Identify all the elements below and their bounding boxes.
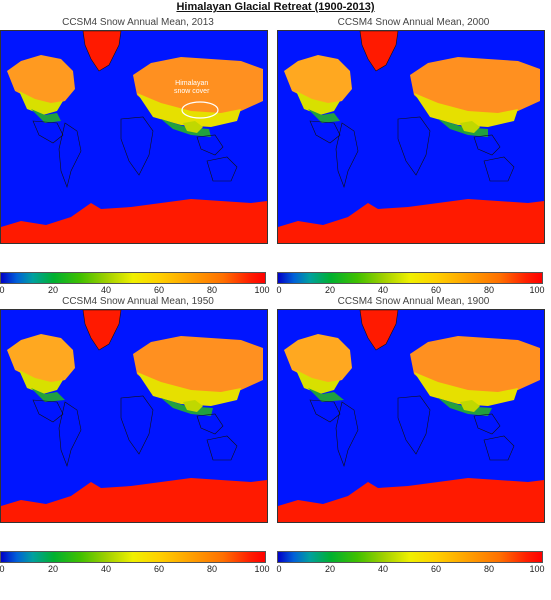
- tick: 0: [276, 564, 282, 574]
- map-2000: [277, 30, 545, 244]
- panel-title-2000: CCSM4 Snow Annual Mean, 2000: [337, 17, 490, 28]
- southeast-asia-outline: [473, 413, 501, 435]
- tick: 20: [324, 285, 336, 295]
- tick: 100: [529, 285, 545, 295]
- eurasia-snow-edge: [414, 93, 518, 127]
- australia-outline: [483, 435, 515, 461]
- himalaya-snow: [183, 400, 203, 412]
- south-america-outline: [335, 122, 359, 189]
- north-america-snow-edge: [19, 370, 63, 394]
- eurasia-snow: [410, 336, 540, 396]
- himalaya-snow: [460, 400, 480, 412]
- south-america-outline: [58, 401, 82, 468]
- tick: 80: [206, 285, 218, 295]
- southeast-asia-outline: [196, 413, 224, 435]
- africa-outline: [397, 116, 431, 176]
- north-america-snow: [7, 334, 75, 384]
- tick: 100: [529, 564, 545, 574]
- tick: 0: [276, 285, 282, 295]
- africa-outline: [397, 395, 431, 455]
- map-1900: [277, 309, 545, 523]
- colorbar-ticks-3: 0 20 40 60 80 100: [0, 564, 270, 576]
- central-america-outline: [32, 120, 64, 144]
- tick: 40: [377, 564, 389, 574]
- antarctica: [278, 478, 544, 522]
- eurasia-snow-edge: [137, 372, 241, 406]
- southeast-asia-outline: [196, 134, 224, 156]
- tick: 40: [100, 285, 112, 295]
- central-america-outline: [32, 399, 64, 423]
- tick: 20: [47, 285, 59, 295]
- himalayan-circle-icon: [181, 101, 219, 119]
- tick: 80: [206, 564, 218, 574]
- south-america-outline: [335, 401, 359, 468]
- australia-outline: [483, 156, 515, 182]
- central-america-outline: [309, 399, 341, 423]
- north-america-snow-edge: [296, 370, 340, 394]
- tick: 100: [254, 285, 270, 295]
- africa-outline: [120, 116, 154, 176]
- tick: 60: [153, 285, 165, 295]
- colorbar-3: [0, 551, 266, 563]
- himalayan-annotation: Himalayan snow cover: [174, 80, 209, 96]
- eurasia-snow-edge: [414, 372, 518, 406]
- panel-title-2013: CCSM4 Snow Annual Mean, 2013: [62, 17, 214, 28]
- antarctica: [1, 478, 267, 522]
- north-america-snow-fringe: [308, 388, 344, 402]
- tick: 40: [377, 285, 389, 295]
- eurasia-snow-edge: [137, 93, 241, 127]
- eurasia-snow: [133, 57, 263, 117]
- greenland: [82, 310, 122, 351]
- north-america-snow-edge: [296, 91, 340, 115]
- greenland: [82, 31, 122, 72]
- colorbar-2: [277, 272, 543, 284]
- main-title: Himalayan Glacial Retreat (1900-2013): [176, 1, 375, 13]
- southeast-asia-outline: [473, 134, 501, 156]
- tick: 60: [153, 564, 165, 574]
- annotation-label: Himalayan snow cover: [174, 80, 210, 95]
- north-america-snow: [284, 55, 352, 105]
- australia-outline: [206, 435, 238, 461]
- north-america-snow-fringe: [31, 109, 61, 123]
- himalaya-snow: [183, 121, 203, 133]
- tick: 60: [430, 285, 442, 295]
- colorbar-ticks-4: 0 20 40 60 80 100: [276, 564, 545, 576]
- north-america-snow: [284, 334, 352, 384]
- panel-title-1950: CCSM4 Snow Annual Mean, 1950: [62, 296, 214, 307]
- colorbar-ticks-1: 0 20 40 60 80 100: [0, 285, 270, 297]
- map-2013: [0, 30, 268, 244]
- panel-title-1900: CCSM4 Snow Annual Mean, 1900: [337, 296, 490, 307]
- eurasia-snow: [410, 57, 540, 117]
- north-america-snow-fringe: [31, 388, 65, 402]
- greenland: [359, 310, 399, 351]
- africa-outline: [120, 395, 154, 455]
- australia-outline: [206, 156, 238, 182]
- colorbar-4: [277, 551, 543, 563]
- north-america-snow-edge: [19, 91, 63, 115]
- tick: 20: [324, 564, 336, 574]
- north-america-snow: [7, 55, 75, 105]
- antarctica: [278, 199, 544, 243]
- greenland: [359, 31, 399, 72]
- tick: 100: [254, 564, 270, 574]
- tick: 0: [0, 285, 5, 295]
- central-america-outline: [309, 120, 341, 144]
- tick: 80: [483, 564, 495, 574]
- map-1950: [0, 309, 268, 523]
- north-america-snow-fringe: [308, 109, 340, 123]
- colorbar-1: [0, 272, 266, 284]
- colorbar-ticks-2: 0 20 40 60 80 100: [276, 285, 545, 297]
- south-america-outline: [58, 122, 82, 189]
- tick: 0: [0, 564, 5, 574]
- tick: 60: [430, 564, 442, 574]
- himalaya-snow: [460, 121, 480, 133]
- tick: 40: [100, 564, 112, 574]
- antarctica: [1, 199, 267, 243]
- tick: 20: [47, 564, 59, 574]
- tick: 80: [483, 285, 495, 295]
- eurasia-snow: [133, 336, 263, 396]
